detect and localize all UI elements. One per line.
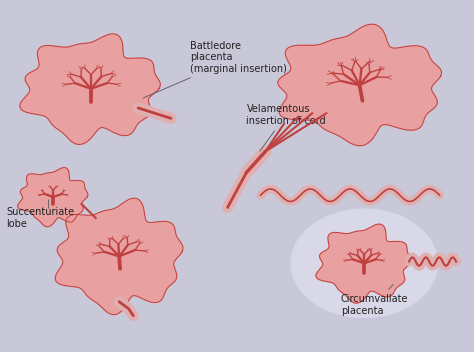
Text: Circumvallate
placenta: Circumvallate placenta <box>341 284 408 316</box>
Text: Succenturiate
lobe: Succenturiate lobe <box>6 207 74 229</box>
Polygon shape <box>278 24 441 146</box>
Text: Battledore
placenta
(marginal insertion): Battledore placenta (marginal insertion) <box>143 41 287 98</box>
Polygon shape <box>55 198 183 315</box>
Text: Velamentous
insertion of cord: Velamentous insertion of cord <box>246 104 326 151</box>
Circle shape <box>291 209 438 318</box>
Polygon shape <box>20 34 160 144</box>
Polygon shape <box>316 224 411 303</box>
Polygon shape <box>18 168 88 227</box>
